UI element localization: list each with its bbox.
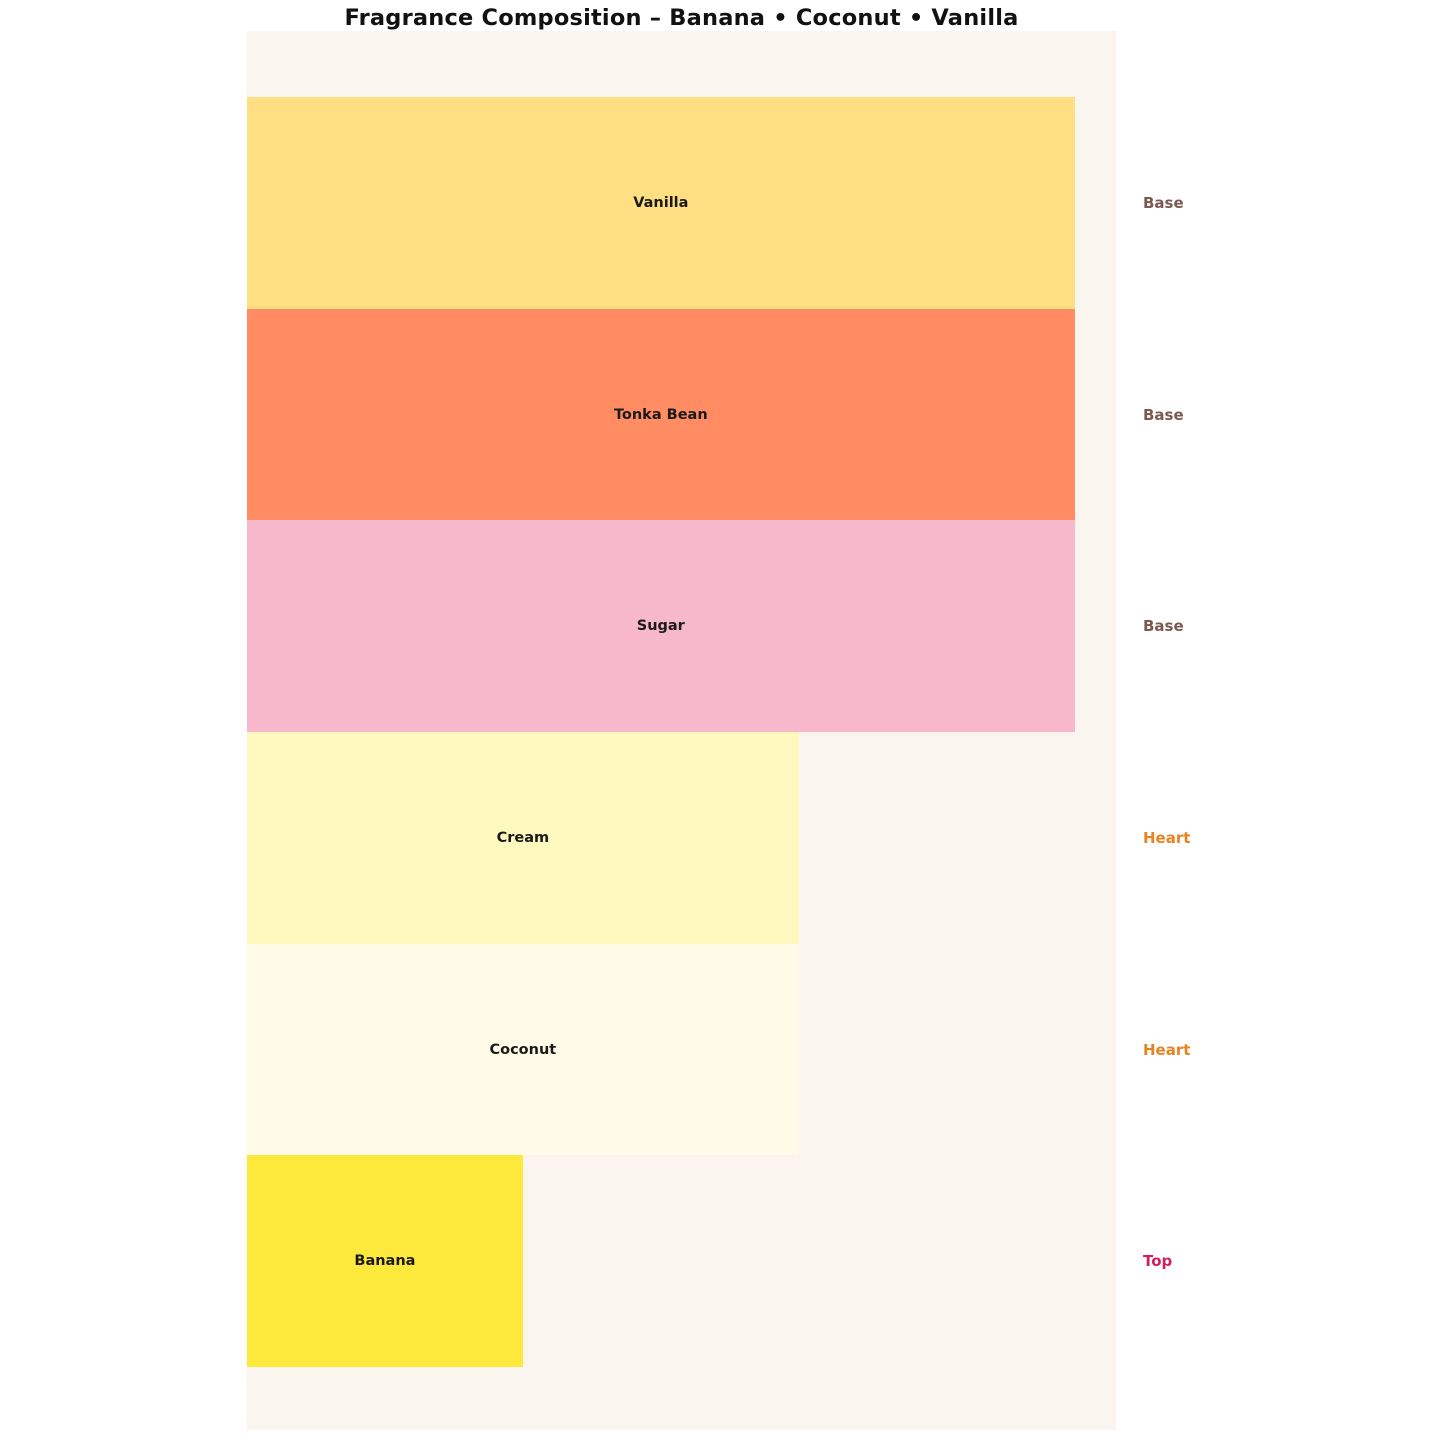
bar-vanilla: Vanilla [247,97,1075,309]
plot-area: Vanilla Base Tonka Bean Base Sugar Base … [247,31,1190,1430]
bar-tonka-bean: Tonka Bean [247,308,1075,521]
bar-label-sugar: Sugar [636,618,685,635]
bar-row-sugar: Sugar Base [247,520,1184,733]
bar-rows: Vanilla Base Tonka Bean Base Sugar Base … [247,97,1190,1368]
note-label-heart-2: Heart [1143,1040,1191,1059]
bar-row-banana: Banana Top [247,1155,1172,1368]
note-label-top-1: Top [1143,1252,1173,1271]
note-label-base-1: Base [1143,193,1184,212]
bar-row-vanilla: Vanilla Base [247,97,1184,309]
bar-label-vanilla: Vanilla [633,194,689,211]
bar-coconut: Coconut [247,943,799,1156]
note-label-heart-1: Heart [1143,828,1191,847]
bar-row-coconut: Coconut Heart [247,943,1190,1156]
chart-title: Fragrance Composition – Banana • Coconut… [344,5,1019,31]
bar-row-cream: Cream Heart [247,732,1190,944]
note-label-base-3: Base [1143,617,1184,636]
bar-label-cream: Cream [496,829,550,846]
bar-label-tonka-bean: Tonka Bean [613,406,708,423]
bar-label-banana: Banana [354,1253,416,1270]
bar-cream: Cream [247,732,799,944]
bar-sugar: Sugar [247,520,1075,733]
note-label-base-2: Base [1143,405,1184,424]
bar-label-coconut: Coconut [489,1041,557,1058]
bar-row-tonka-bean: Tonka Bean Base [247,308,1184,521]
bar-banana: Banana [247,1155,523,1368]
